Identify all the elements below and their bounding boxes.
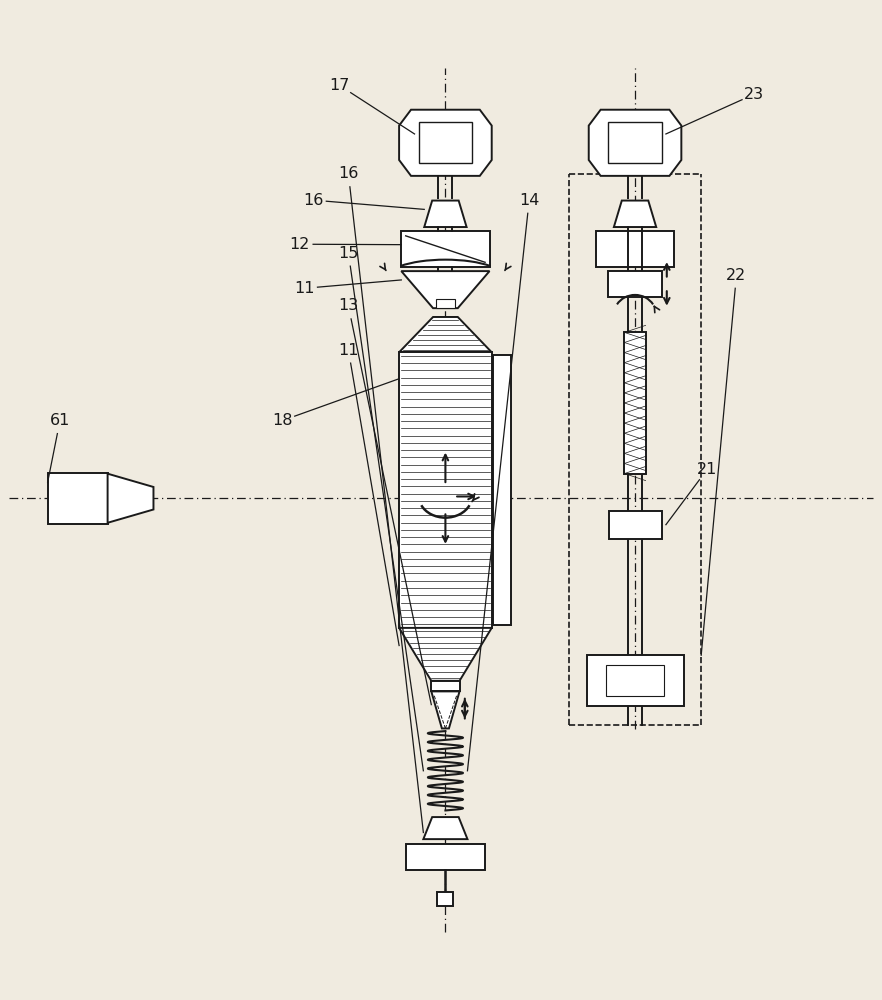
- Polygon shape: [431, 691, 460, 728]
- Text: 13: 13: [339, 298, 358, 313]
- Text: 16: 16: [303, 193, 324, 208]
- Bar: [609, 122, 662, 163]
- Bar: [431, 681, 460, 691]
- Bar: [624, 332, 646, 474]
- Text: 61: 61: [49, 413, 71, 428]
- Bar: [48, 473, 108, 524]
- Bar: [608, 271, 662, 297]
- Polygon shape: [108, 474, 153, 523]
- Bar: [493, 355, 511, 625]
- Bar: [419, 122, 472, 163]
- Text: 21: 21: [697, 462, 718, 477]
- Bar: [587, 655, 684, 706]
- Bar: [437, 892, 453, 906]
- Polygon shape: [399, 110, 491, 176]
- Polygon shape: [424, 201, 467, 227]
- Bar: [606, 665, 664, 696]
- Polygon shape: [588, 110, 681, 176]
- Text: 14: 14: [519, 193, 540, 208]
- Polygon shape: [614, 201, 656, 227]
- Bar: [609, 511, 662, 539]
- Polygon shape: [423, 817, 467, 839]
- Text: 16: 16: [338, 166, 359, 181]
- Text: 11: 11: [338, 343, 359, 358]
- Text: 11: 11: [294, 281, 315, 296]
- Polygon shape: [399, 628, 491, 681]
- Text: 23: 23: [744, 87, 764, 102]
- Text: 12: 12: [289, 237, 310, 252]
- Bar: [401, 231, 490, 267]
- Text: 15: 15: [338, 246, 359, 261]
- Polygon shape: [401, 271, 490, 308]
- Bar: [399, 352, 491, 628]
- Bar: [406, 844, 485, 870]
- Text: 18: 18: [272, 413, 293, 428]
- Polygon shape: [399, 317, 491, 352]
- Bar: [596, 231, 674, 267]
- Text: 22: 22: [727, 268, 746, 283]
- Text: 17: 17: [329, 78, 350, 93]
- Bar: [436, 299, 455, 308]
